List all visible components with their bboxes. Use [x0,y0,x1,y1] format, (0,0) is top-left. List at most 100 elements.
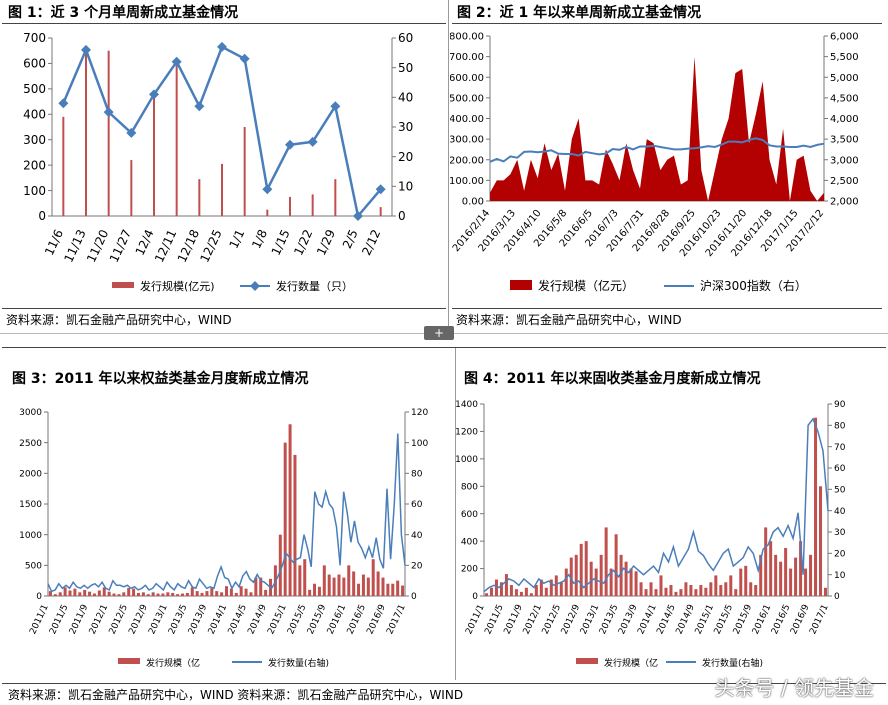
bar [205,591,209,596]
y-tick-label: 300.00 [450,135,484,146]
chart2-title: 图 2：近 1 年以来单周新成立基金情况 [457,5,702,21]
bar [669,585,673,596]
bar [62,116,65,216]
y-tick-label: 800.00 [450,32,484,43]
bar [221,163,223,216]
bar [544,587,548,596]
y2-tick-label: 4,000 [830,114,859,125]
line-marker [217,41,227,52]
bar [244,588,248,596]
bar [489,587,493,596]
y2-tick-label: 3,000 [830,155,859,166]
y-tick-label: 1400 [456,400,478,410]
chart2-plot: 0.00 100.00 200.00 300.00 400.00 500.00 600.00… [450,32,859,294]
legend-label-line: 沪深300指数（右） [700,278,807,293]
bar [254,577,258,596]
x-tick-label: 1/8 [249,227,270,250]
bar [629,568,633,596]
bar [799,541,803,596]
y2-tick-label: 2,000 [830,197,859,208]
y2-tick-label: 20 [834,549,846,559]
bar [63,587,67,596]
bar [92,593,96,596]
bar [499,582,503,596]
bar [704,587,708,596]
bar [83,589,87,596]
bar [734,589,738,596]
y-tick-label: 0 [38,209,46,223]
x-tick-label: 2017/1 [385,603,407,636]
bar [185,592,189,596]
x-tick-label: 2/5 [340,227,361,250]
bar [744,565,748,596]
bar [352,571,356,596]
bar [112,593,116,596]
bar [243,127,246,216]
y-tick-label: 500 [23,82,46,96]
x-tick-label: 1/29 [314,227,338,257]
y-tick-label: 0 [36,592,42,602]
bar [634,571,638,596]
line-marker [285,139,295,150]
bar [401,585,405,596]
bar [151,592,155,596]
chart4-plot: 0 200 400 600 800 1000 1200 1400 0 10 20 30 40 50 60 70… [456,400,846,669]
chart3-plot: 0 500 1000 1500 2000 2500 3000 0 20 40 60 80 100 120 2… [19,408,428,669]
y2-tick-label: 5,000 [830,73,859,84]
y2-tick-label: 80 [411,469,423,479]
x-tick-label: 11/27 [107,227,134,264]
bar [85,48,87,216]
bar [308,589,312,596]
bar [117,594,121,596]
y2-tick-label: 120 [411,408,428,418]
bar [298,565,302,596]
bar [794,557,798,596]
bar [264,589,268,596]
watermark: 头条号 / 领先基金 [714,676,874,700]
bar [589,561,593,596]
bar [694,589,698,596]
expand-button[interactable]: + [424,326,454,340]
bar [337,574,341,596]
bottom-source: 资料来源：凯石金融产品研究中心，WIND 资料来源：凯石金融产品研究中心，WIN… [8,688,464,702]
y2-tick-label: 60 [411,500,423,510]
bar [366,577,370,596]
y-tick-label: 100 [23,184,46,198]
legend-swatch-bar [118,658,140,664]
y2-tick-label: 50 [398,61,413,75]
bar [769,541,773,596]
y2-tick-label: 5,500 [830,52,859,63]
y-tick-label: 600.00 [450,73,484,84]
bar [210,588,214,596]
bar [266,209,269,216]
bar [809,554,813,596]
bar [774,554,778,596]
bar [259,577,263,596]
bar [549,579,553,596]
chart2-title-rule [452,23,882,24]
y2-tick-label: 90 [834,400,846,410]
bar [249,592,253,596]
bar [225,586,228,596]
bar [699,585,703,596]
bar [161,593,165,596]
bar [311,194,314,216]
bar [347,565,351,596]
bar [166,592,170,596]
y-tick-label: 800 [461,482,478,492]
area-series [490,56,824,201]
bar [514,589,518,596]
bar [539,579,543,596]
y2-tick-label: 30 [398,120,413,134]
bar [122,592,126,596]
bar [664,587,668,596]
bar [519,591,523,596]
y-tick-label: 100.00 [450,176,484,187]
bar [127,588,131,596]
bar [764,527,768,596]
legend-label-line: 发行数量（只） [276,279,353,293]
bar [386,583,390,596]
line-marker [262,184,273,195]
line-marker [330,101,341,112]
y-tick-label: 400 [23,107,46,121]
